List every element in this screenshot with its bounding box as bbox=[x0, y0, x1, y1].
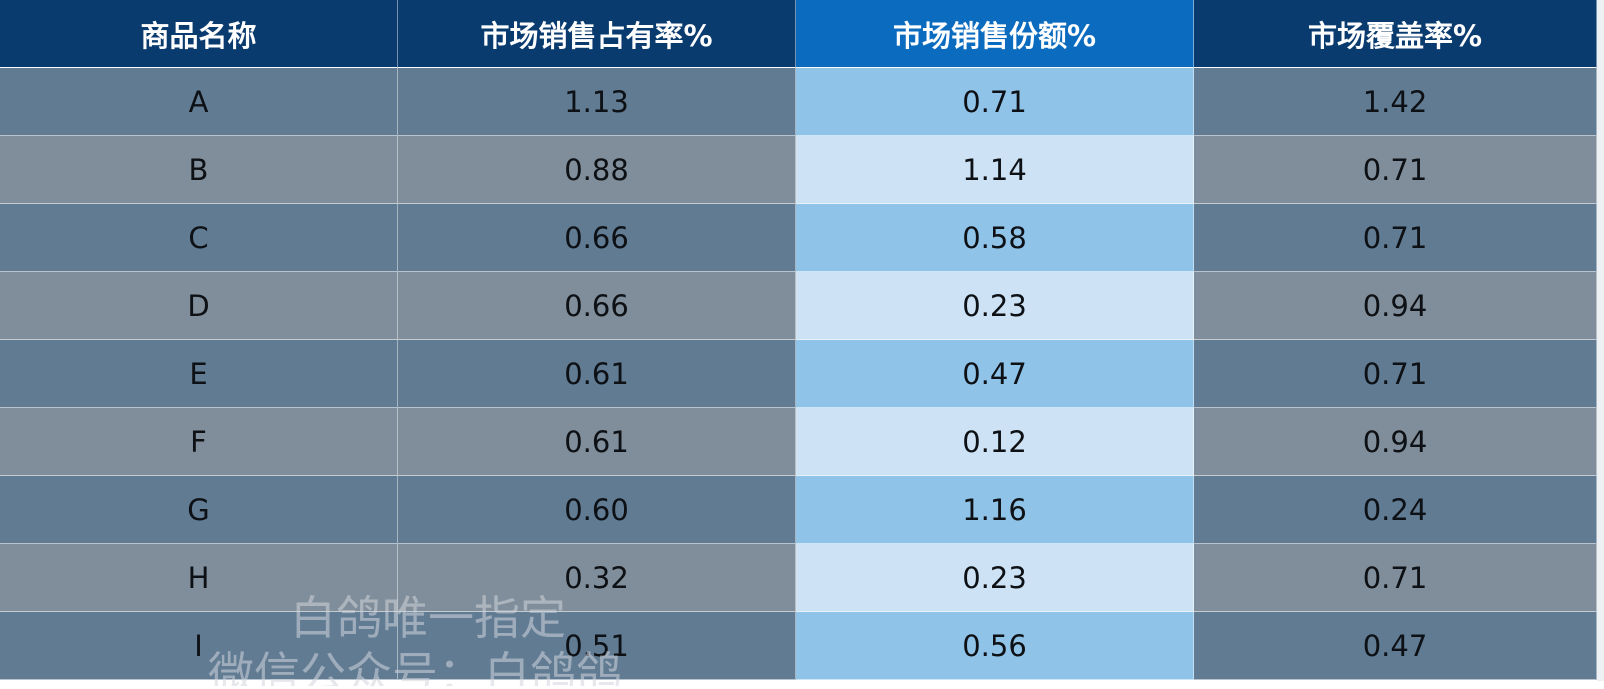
market-share-rate-cell: 0.88 bbox=[398, 136, 796, 204]
market-sales-share-cell: 1.14 bbox=[796, 136, 1194, 204]
market-share-rate-cell: 0.61 bbox=[398, 340, 796, 408]
market-coverage-cell: 0.24 bbox=[1194, 476, 1597, 544]
column-header-market-share-rate: 市场销售占有率% bbox=[398, 0, 796, 68]
market-share-rate-cell: 0.66 bbox=[398, 272, 796, 340]
market-sales-share-cell: 0.23 bbox=[796, 544, 1194, 612]
market-sales-share-cell: 1.16 bbox=[796, 476, 1194, 544]
product-name-cell: C bbox=[0, 204, 398, 272]
market-coverage-cell: 1.42 bbox=[1194, 68, 1597, 136]
market-coverage-cell: 0.71 bbox=[1194, 544, 1597, 612]
market-sales-share-cell: 0.58 bbox=[796, 204, 1194, 272]
market-coverage-cell: 0.71 bbox=[1194, 204, 1597, 272]
right-edge bbox=[1597, 0, 1604, 689]
product-name-cell: H bbox=[0, 544, 398, 612]
product-name-cell: D bbox=[0, 272, 398, 340]
market-sales-share-cell: 0.12 bbox=[796, 408, 1194, 476]
product-name-cell: F bbox=[0, 408, 398, 476]
market-share-rate-cell: 0.66 bbox=[398, 204, 796, 272]
market-sales-share-cell: 0.47 bbox=[796, 340, 1194, 408]
market-coverage-cell: 0.47 bbox=[1194, 612, 1597, 680]
column-header-product-name: 商品名称 bbox=[0, 0, 398, 68]
market-coverage-cell: 0.71 bbox=[1194, 340, 1597, 408]
product-name-cell: I bbox=[0, 612, 398, 680]
product-name-cell: A bbox=[0, 68, 398, 136]
market-coverage-cell: 0.94 bbox=[1194, 272, 1597, 340]
product-name-cell: E bbox=[0, 340, 398, 408]
market-share-rate-cell: 0.60 bbox=[398, 476, 796, 544]
market-share-rate-cell: 0.61 bbox=[398, 408, 796, 476]
product-name-cell: G bbox=[0, 476, 398, 544]
market-share-rate-cell: 0.32 bbox=[398, 544, 796, 612]
market-coverage-cell: 0.71 bbox=[1194, 136, 1597, 204]
market-sales-share-cell: 0.56 bbox=[796, 612, 1194, 680]
market-coverage-cell: 0.94 bbox=[1194, 408, 1597, 476]
market-share-rate-cell: 0.51 bbox=[398, 612, 796, 680]
column-header-market-sales-share: 市场销售份额% bbox=[796, 0, 1194, 68]
market-sales-share-cell: 0.71 bbox=[796, 68, 1194, 136]
bottom-margin bbox=[0, 681, 1604, 689]
market-share-rate-cell: 1.13 bbox=[398, 68, 796, 136]
product-name-cell: B bbox=[0, 136, 398, 204]
market-sales-share-cell: 0.23 bbox=[796, 272, 1194, 340]
column-header-market-coverage: 市场覆盖率% bbox=[1194, 0, 1597, 68]
